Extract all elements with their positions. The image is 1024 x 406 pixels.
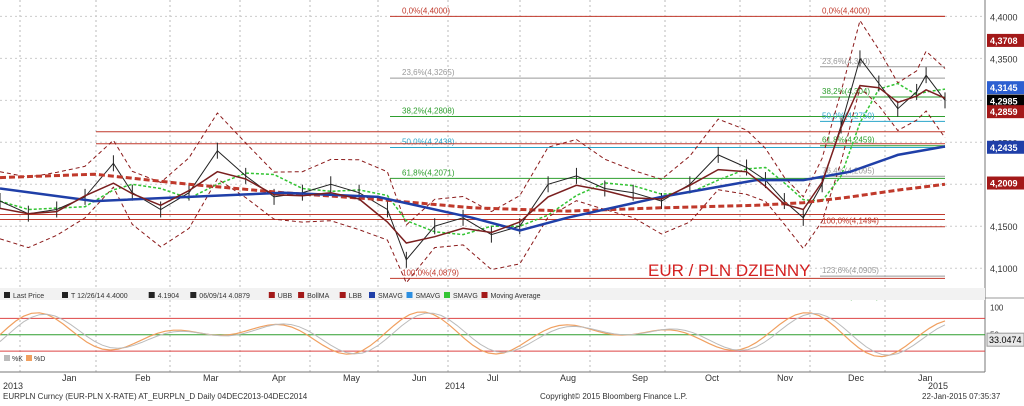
legend-label: T 12/26/14 4.4000 <box>71 293 128 300</box>
short-moving-average <box>0 82 946 236</box>
legend-label: BollMA <box>307 293 330 300</box>
legend-swatch <box>444 292 450 298</box>
price-badge-label: 4,2435 <box>990 143 1018 153</box>
copyright-label: Copyright© 2015 Bloomberg Finance L.P. <box>540 392 687 401</box>
timestamp-label: 22-Jan-2015 07:35:37 <box>922 392 1001 401</box>
bollinger-middle <box>0 84 946 244</box>
legend-label: SMAVG <box>453 293 478 300</box>
fib-label-right: 123,6%(4,0905) <box>822 266 879 275</box>
price-badge <box>987 94 1024 108</box>
fib-label-left: 100,0%(4,0879) <box>402 268 459 277</box>
fib-label-right: 100,0%(4,1494) <box>822 217 879 226</box>
legend-swatch <box>148 292 155 298</box>
price-badge <box>987 105 1024 119</box>
fib-label-right: 61,8%(4,2459) <box>822 136 875 145</box>
x-month-label: Aug <box>560 373 576 383</box>
oscillator-legend-label: %D <box>34 356 45 363</box>
fib-label-right: 76,4%(4,2095) <box>822 166 875 175</box>
x-month-label: Jul <box>487 373 499 383</box>
price-badge <box>987 140 1024 154</box>
instrument-label: EURPLN Curncy (EUR-PLN X-RATE) AT_EURPLN… <box>3 392 308 401</box>
y-tick-label: 4,4000 <box>990 12 1018 22</box>
x-month-label: Sep <box>632 373 648 383</box>
legend-label: 4.1904 <box>158 293 180 300</box>
oscillator-legend-label: %K <box>12 356 23 363</box>
y-tick-label: 4,1000 <box>990 264 1018 274</box>
price-badge <box>987 33 1024 47</box>
legend-label: Moving Average <box>491 293 541 300</box>
legend-label: SMAVG <box>378 293 403 300</box>
fib-label-right: 0,0%(4,4000) <box>822 6 870 15</box>
x-year-label: 2015 <box>928 381 948 391</box>
x-year-label: 2013 <box>3 381 23 391</box>
x-month-label: Oct <box>705 373 720 383</box>
long-moving-average <box>0 172 946 213</box>
fib-label-left: 0,0%(4,4000) <box>402 6 450 15</box>
lower-bollinger-band <box>0 86 946 284</box>
fib-label-left: 23,6%(4,3265) <box>402 68 455 77</box>
legend-swatch <box>298 292 305 298</box>
price-badge-label: 4,3708 <box>990 36 1018 46</box>
legend-label: LBB <box>349 293 363 300</box>
x-month-label: Apr <box>272 373 286 383</box>
x-month-label: Mar <box>203 373 219 383</box>
medium-moving-average <box>0 145 946 232</box>
oscillator-badge-label: 33.0474 <box>989 335 1022 345</box>
x-month-label: Dec <box>848 373 865 383</box>
legend-swatch <box>339 292 346 298</box>
oscillator-badge <box>986 332 1024 347</box>
price-badge <box>987 81 1024 95</box>
fib-label-left: 50,0%(4,2438) <box>402 138 455 147</box>
x-month-label: Jan <box>918 373 933 383</box>
price-badge-label: 4,3145 <box>990 83 1018 93</box>
x-month-label: May <box>343 373 361 383</box>
price-badge-label: 4,2985 <box>990 97 1018 107</box>
legend-swatch <box>190 292 197 298</box>
fib-label-right: 23,6%(4,340) <box>822 57 870 66</box>
legend-swatch <box>481 292 488 298</box>
oscillator-legend-swatch <box>26 355 32 361</box>
legend-swatch <box>62 292 68 298</box>
legend-label: 06/09/14 4.0879 <box>199 293 250 300</box>
chart-title: EUR / PLN DZIENNY <box>648 261 810 280</box>
x-month-label: Feb <box>135 373 151 383</box>
oscillator-d-line <box>0 312 946 356</box>
x-month-label: Jan <box>62 373 77 383</box>
y-tick-label: 4,1500 <box>990 222 1018 232</box>
price-badge-label: 4,2009 <box>990 179 1018 189</box>
x-month-label: Jun <box>412 373 427 383</box>
fib-label-left: 61,8%(4,2071) <box>402 168 455 177</box>
legend-swatch <box>4 292 10 298</box>
fib-label-left: 38,2%(4,2808) <box>402 106 455 115</box>
price-badge-label: 4,2859 <box>990 107 1018 117</box>
fib-label-right: 50,0%(4,2750) <box>822 111 875 120</box>
upper-bollinger-band <box>0 19 946 226</box>
y-tick-label: 4,3500 <box>990 54 1018 64</box>
oscillator-legend-swatch <box>4 355 10 361</box>
legend-label: SMAVG <box>416 293 441 300</box>
fib-label-right: 38,2%(4,304) <box>822 87 870 96</box>
oscillator-tick-label: 100 <box>990 303 1004 312</box>
legend-swatch <box>268 292 275 298</box>
legend-label: Last Price <box>13 293 44 300</box>
price-badge <box>987 176 1024 190</box>
legend-swatch <box>369 292 375 298</box>
x-month-label: Nov <box>777 373 794 383</box>
legend-bar <box>0 288 985 300</box>
legend-label: UBB <box>278 293 293 300</box>
oscillator-k-line <box>0 311 946 358</box>
x-year-label: 2014 <box>445 381 465 391</box>
legend-swatch <box>406 292 413 298</box>
